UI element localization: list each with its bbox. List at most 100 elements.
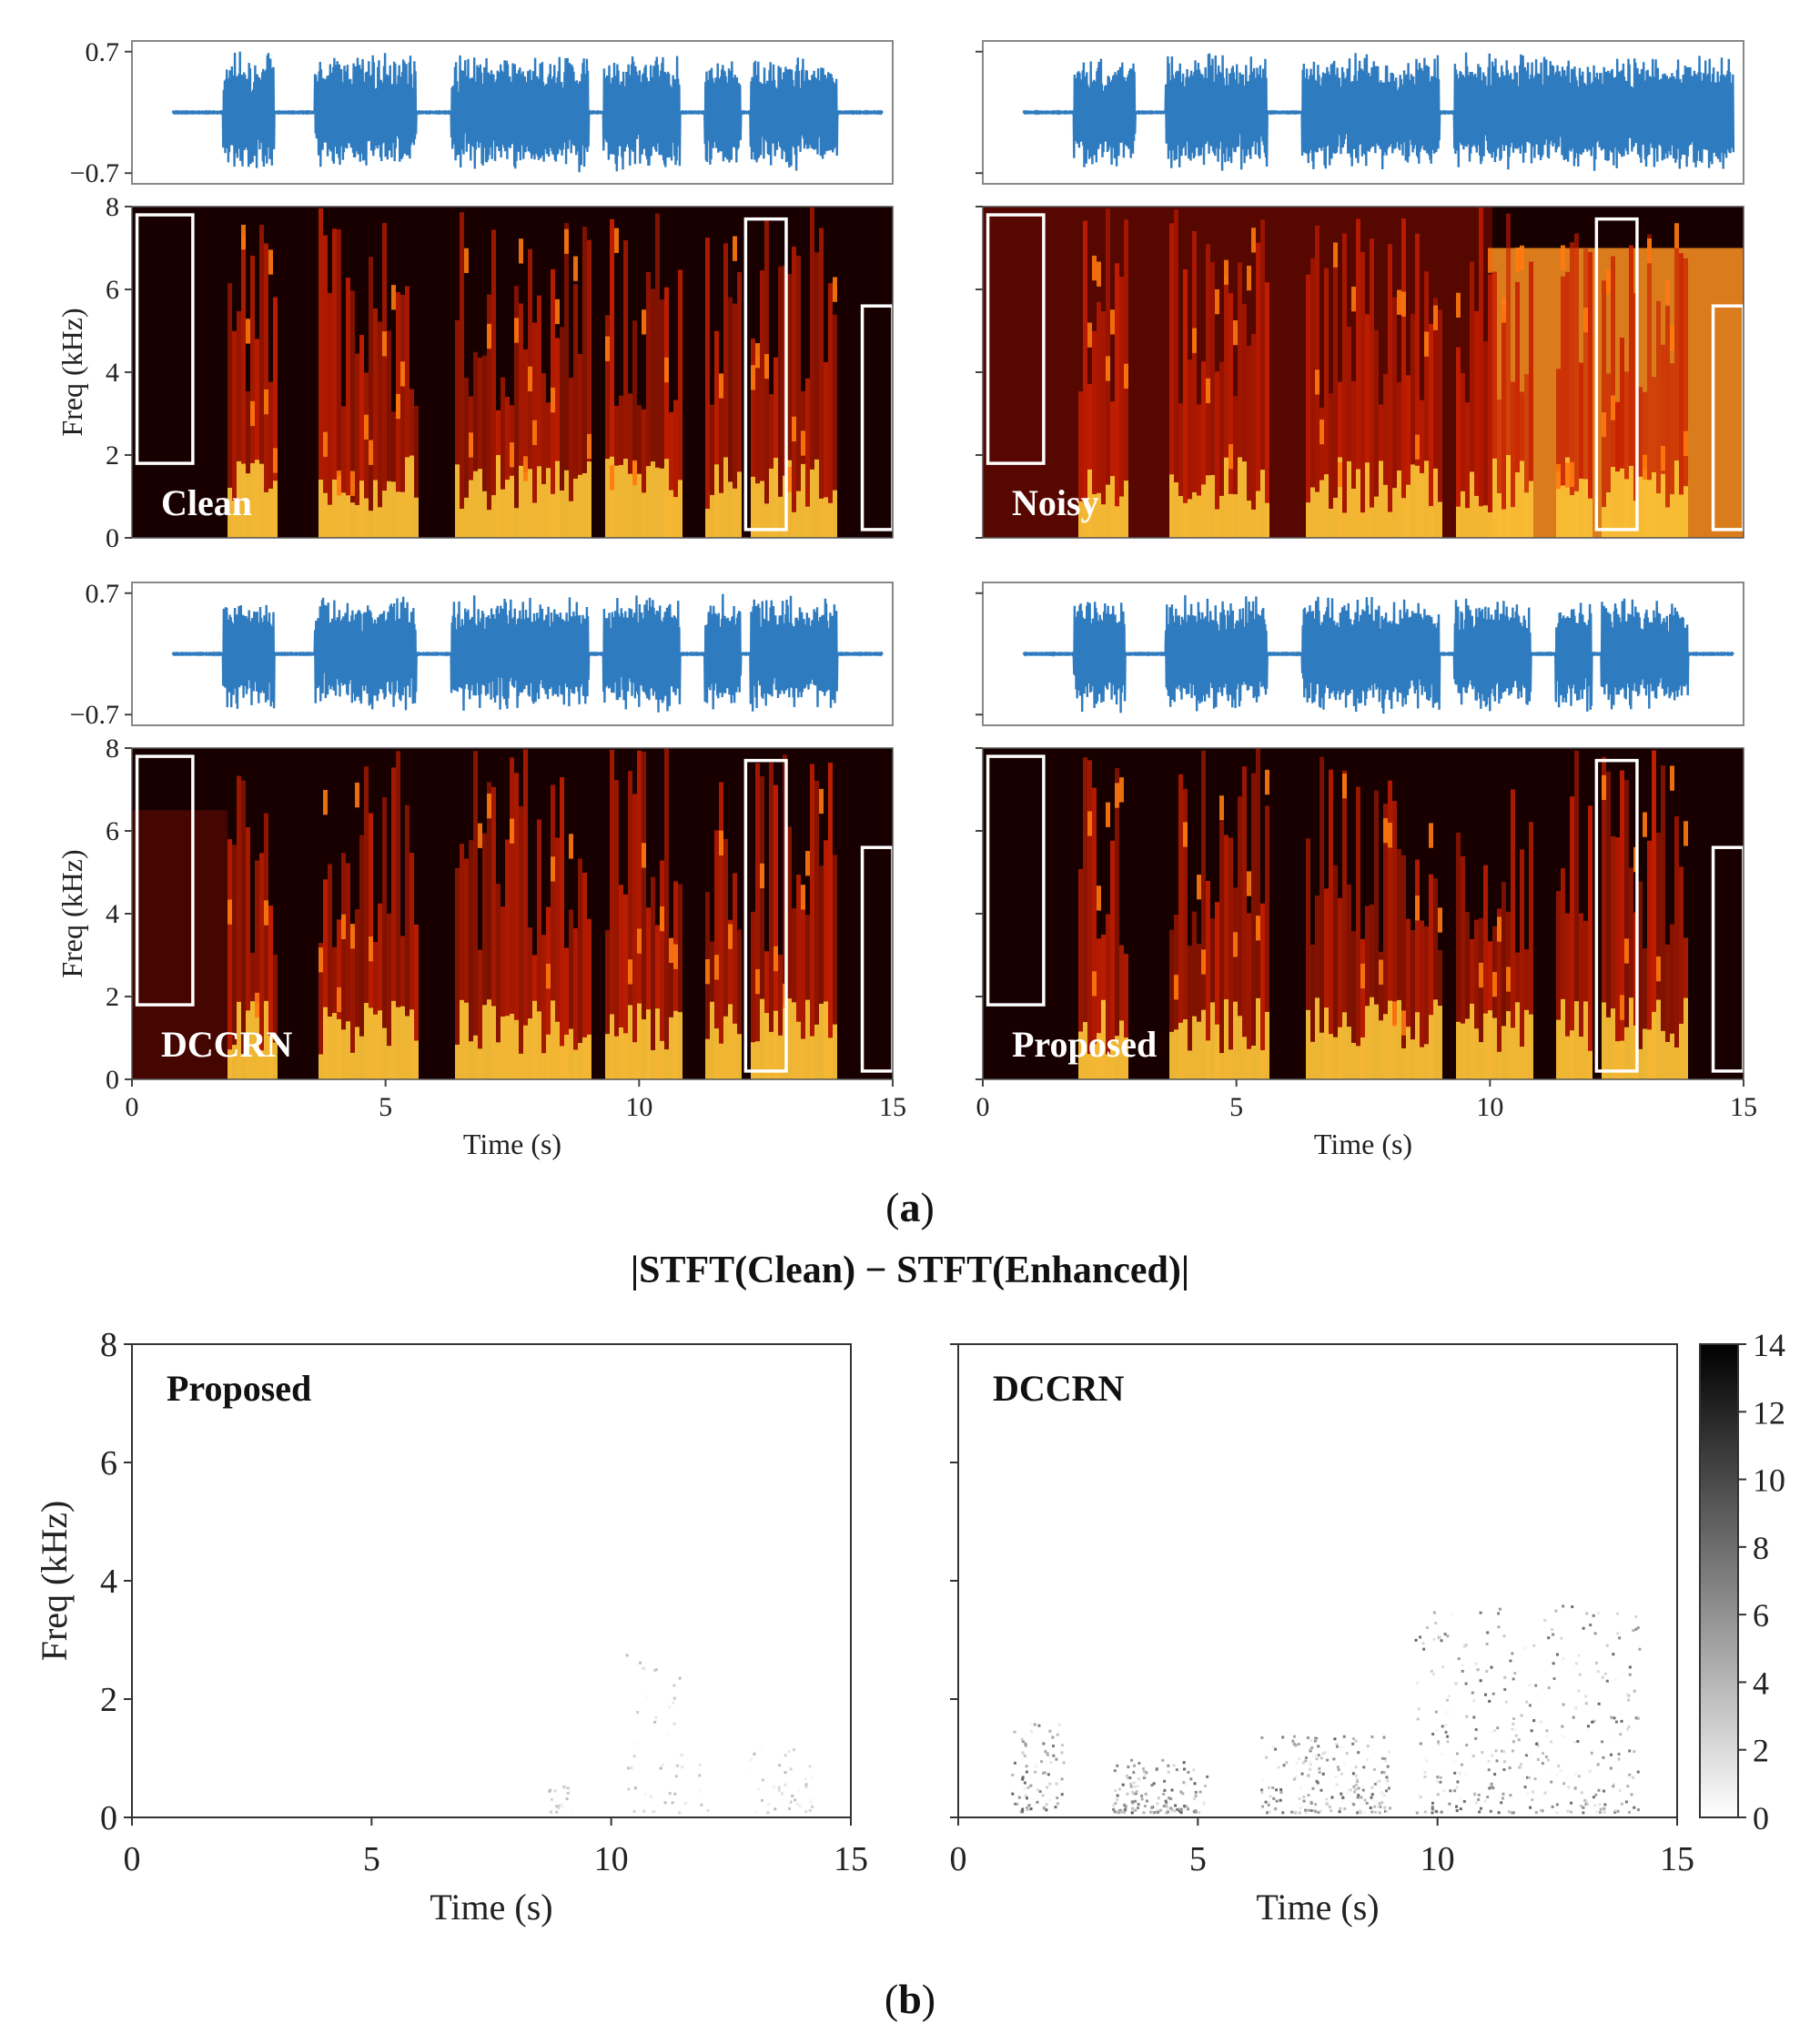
speech-column [632,320,637,538]
residual-speck [1509,1659,1512,1663]
diff-xtick-label: 5 [363,1840,380,1878]
speech-harmonics [541,1053,546,1079]
residual-speck [812,1797,815,1801]
speech-column [382,223,387,538]
residual-speck [757,1787,761,1791]
speech-column [1511,381,1515,538]
residual-speck [1274,1747,1278,1751]
residual-speck [1634,1615,1638,1619]
residual-speck [1343,1807,1347,1811]
speech-column [273,954,278,1079]
speech-column [1624,371,1629,538]
residual-speck [1193,1782,1197,1786]
speech-harmonics [1383,1014,1388,1079]
noise-column [1461,207,1465,538]
residual-speck [1503,1675,1507,1679]
speech-column [537,295,541,538]
speech-column [469,396,473,538]
residual-speck [649,1795,652,1798]
speech-formant [523,456,528,481]
residual-speck [794,1798,797,1802]
speech-harmonics [1265,1011,1269,1079]
speech-column [1665,306,1670,538]
speech-harmonics [1320,480,1324,538]
speech-column [255,860,259,1079]
residual-speck [1500,1749,1503,1753]
noise-column [1046,207,1051,538]
residual-speck [1167,1764,1170,1767]
speech-harmonics [1219,495,1224,538]
residual-speck [797,1788,801,1792]
residual-speck [1528,1776,1532,1779]
residual-speck [1543,1791,1547,1795]
speech-column [551,784,555,1079]
residual-speck [1502,1792,1505,1796]
speech-harmonics [369,1007,373,1079]
speech-harmonics [1561,485,1565,538]
speech-formant [369,440,373,465]
speech-harmonics [628,473,632,538]
noise-column [1702,248,1706,538]
spectrogram-image [132,207,893,538]
residual-speck [1193,1797,1197,1801]
residual-speck [1632,1776,1635,1779]
speech-column [755,355,760,538]
speech-harmonics [1624,479,1629,538]
residual-speck [1552,1677,1556,1681]
speech-column [1488,274,1492,538]
speech-formant [719,830,723,855]
speech-harmonics [1492,1017,1497,1079]
residual-speck [1170,1788,1174,1792]
residual-speck [1479,1679,1482,1683]
speech-column [414,405,419,538]
residual-speck [1021,1776,1025,1779]
speech-harmonics [714,464,719,538]
residual-speck [1034,1765,1037,1768]
speech-harmonics [264,491,268,538]
speech-formant [1106,802,1110,827]
speech-column [1256,242,1260,538]
spectrogram-image [983,748,1744,1079]
speech-harmonics [1360,1037,1365,1079]
speech-harmonics [1078,1031,1083,1079]
residual-speck [1304,1759,1308,1763]
speech-column [1479,207,1483,538]
speech-formant [755,343,760,369]
residual-speck [1057,1723,1061,1726]
residual-speck [1309,1748,1312,1752]
speech-harmonics [573,478,578,538]
speech-column [1674,815,1679,1079]
residual-speck [1143,1805,1147,1808]
noise-column [209,810,214,1079]
speech-harmonics [1379,460,1383,538]
speech-harmonics [1483,1013,1488,1079]
residual-speck [1453,1789,1457,1793]
speech-harmonics [487,510,491,538]
residual-speck [654,1668,658,1672]
speech-harmonics [1256,491,1260,538]
noise-column [1552,248,1556,538]
speech-column [323,879,328,1079]
speech-harmonics [1465,1018,1470,1079]
speech-formant [241,224,246,250]
speech-column [1420,920,1424,1079]
speech-column [774,784,778,1079]
speech-harmonics [1183,1019,1188,1079]
speech-formant [1183,822,1188,847]
speech-column [1583,920,1588,1079]
residual-speck [1136,1806,1139,1810]
residual-speck [643,1668,647,1672]
residual-speck [1425,1625,1429,1629]
speech-harmonics [337,476,341,538]
speech-formant [1265,769,1269,795]
speech-formant [1215,288,1219,315]
residual-speck [1172,1764,1176,1767]
residual-speck [672,1684,676,1687]
residual-speck [1383,1757,1387,1761]
residual-speck [1275,1788,1279,1792]
spectrogram-xtick-label: 5 [1229,1092,1243,1122]
speech-formant [760,863,764,889]
speech-formant [255,992,259,1018]
speech-harmonics [801,1038,805,1079]
speech-harmonics [1661,473,1665,538]
